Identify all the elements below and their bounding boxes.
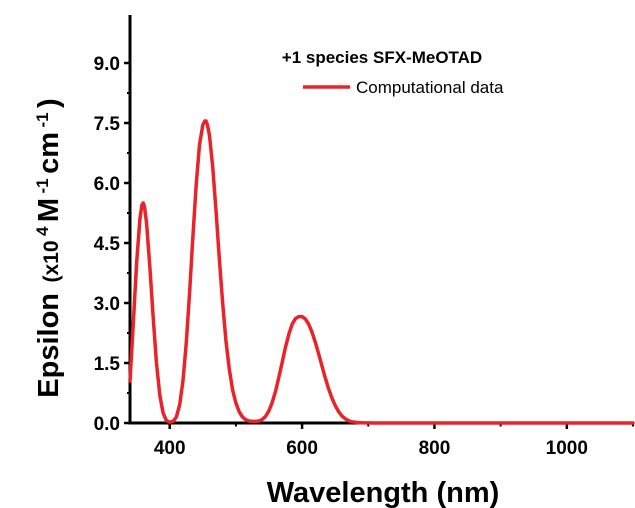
legend: Computational data [303,78,504,97]
series-layer [128,119,635,425]
plot-frame [128,15,633,425]
y-axis-unit-prefix: (x10 [40,240,63,282]
x-tick-label: 1000 [546,438,588,459]
y-axis-unit-suffix: ) [33,98,65,108]
y-axis-unit-exp2: -1 [33,178,52,193]
x-tick-label: 400 [154,438,186,459]
x-tick-label: 800 [419,438,451,459]
legend-label: Computational data [356,78,504,97]
series-line-0 [128,119,635,425]
y-tick-label: 3.0 [94,294,120,315]
annotation: +1 species SFX-MeOTAD [282,48,482,67]
y-tick-label: 7.5 [94,114,121,135]
y-axis-ticks: 0.0 1.5 3.0 4.5 6.0 7.5 9.0 [94,54,130,435]
y-axis-unit-mid2: cm [33,132,65,174]
y-tick-label: 4.5 [94,234,121,255]
y-axis-unit-exp1: 4 [33,226,52,236]
y-axis-unit-mid: M [33,198,65,222]
x-axis-ticks: 400 600 800 1000 [154,423,634,459]
y-axis-unit-exp3: -1 [33,112,52,127]
y-tick-label: 1.5 [94,354,121,375]
y-tick-label: 0.0 [94,414,120,435]
y-axis-title-main: Epsilon [33,293,65,398]
y-axis-title: Epsilon (x10 4 M -1 cm -1 ) [33,98,65,397]
y-tick-label: 9.0 [94,54,120,75]
y-tick-label: 6.0 [94,174,120,195]
x-tick-label: 600 [286,438,318,459]
x-axis-title: Wavelength (nm) [267,477,500,508]
